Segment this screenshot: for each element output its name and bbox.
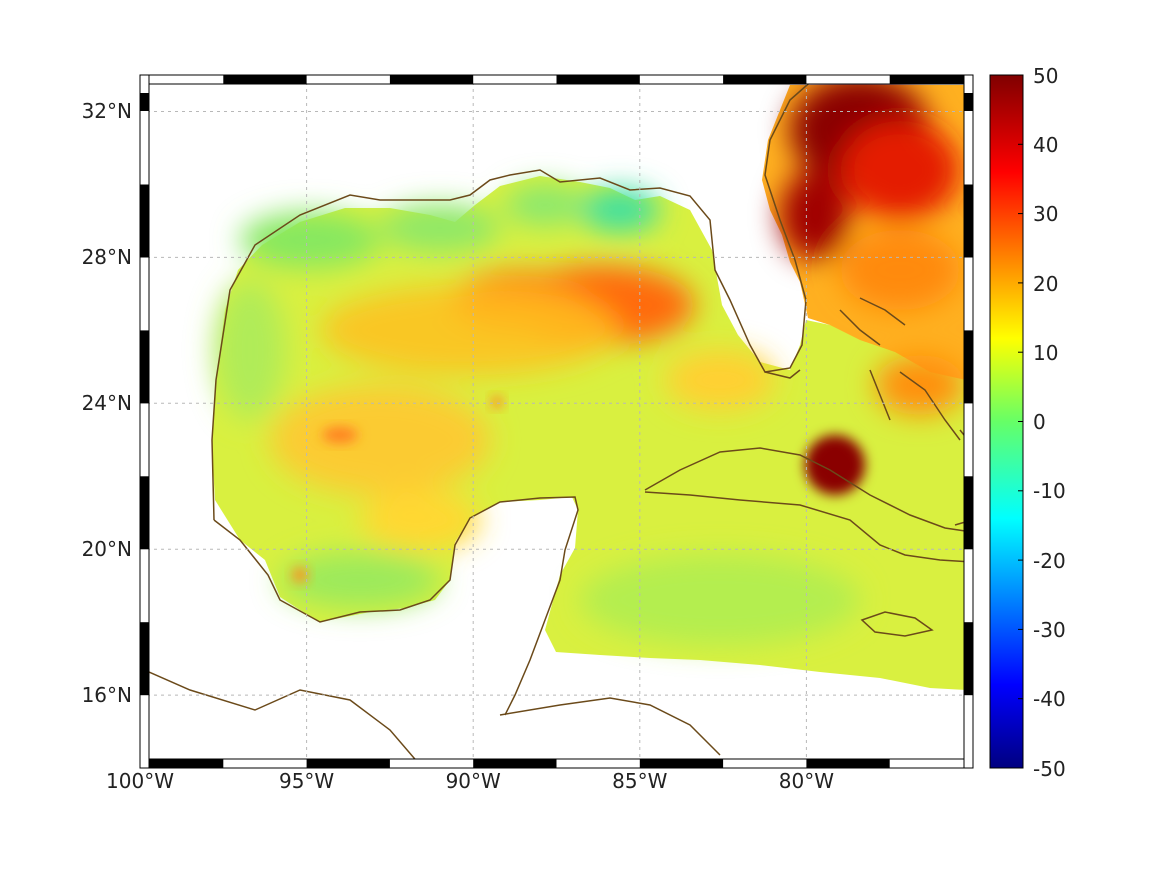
warm-area-east-gulf (665, 350, 775, 410)
caribbean-green-field (580, 555, 860, 645)
central-america-coast (140, 667, 421, 766)
colorbar-label-50: 50 (1033, 64, 1058, 88)
lon-tick-labels: 100°W 95°W 90°W 85°W 80°W (106, 769, 834, 793)
hot-spot-cuba-north (805, 435, 865, 495)
warm-band-central-gulf (320, 285, 620, 375)
frame-bottom-black-2 (306, 759, 390, 768)
cuba-coast (644, 447, 973, 563)
frame-top-black-5 (889, 75, 973, 84)
map-plot-area (140, 75, 973, 768)
colorbar-label-30: 30 (1033, 202, 1058, 226)
colorbar-label-20: 20 (1033, 272, 1058, 296)
warm-patch-central-gulf (491, 396, 503, 408)
colorbar-label-neg50: -50 (1033, 757, 1066, 781)
colorbar-label-neg40: -40 (1033, 687, 1066, 711)
frame-bottom-black-5 (806, 759, 890, 768)
map-frame (139, 74, 974, 769)
green-area-bay-campeche (280, 552, 440, 608)
lat-label-28n: 28°N (82, 245, 132, 269)
lat-label-32n: 32°N (82, 99, 132, 123)
cool-area-mississippi (505, 185, 585, 225)
colorbar: 50 40 30 20 10 0 -10 -20 -30 -40 -50 (989, 64, 1066, 781)
field-anomalies (215, 185, 860, 645)
lat-label-16n: 16°N (82, 683, 132, 707)
frame-bottom-black-1 (140, 759, 224, 768)
lon-label-100w: 100°W (106, 769, 174, 793)
frame-right-black-4 (964, 476, 973, 550)
frame-left-black-4 (140, 476, 149, 550)
frame-left-black-2 (140, 184, 149, 258)
florida-keys (764, 369, 801, 379)
frame-bottom-black-4 (639, 759, 724, 768)
warm-area-bahamas (875, 355, 965, 415)
cool-area-west-gulf (215, 280, 285, 420)
warm-area-atlantic-south (840, 230, 960, 310)
frame-top-black-1 (223, 75, 307, 84)
frame-right-black-1 (964, 93, 973, 111)
colorbar-ticks (1018, 74, 1023, 769)
lon-label-90w: 90°W (446, 769, 501, 793)
frame-left-black-1 (140, 93, 149, 111)
cool-area-northeast-gulf (580, 188, 660, 232)
colorbar-label-neg20: -20 (1033, 549, 1066, 573)
frame-bottom-black-3 (473, 759, 557, 768)
lat-tick-labels: 16°N 20°N 24°N 28°N 32°N (82, 99, 132, 707)
frame-top-black-3 (556, 75, 640, 84)
colorbar-label-0: 0 (1033, 410, 1046, 434)
hot-spot-florida-atlantic (780, 170, 850, 260)
frame-right-black-2 (964, 184, 973, 258)
frame-right-black-5 (964, 622, 973, 696)
lon-label-95w: 95°W (279, 769, 334, 793)
frame-outline (139, 74, 974, 769)
warm-area-western-gulf (270, 385, 490, 495)
bahamas-islands (839, 297, 961, 441)
grid-lines (140, 75, 973, 768)
colorbar-label-neg10: -10 (1033, 479, 1066, 503)
coastlines (140, 77, 973, 766)
frame-top-black-4 (723, 75, 807, 84)
colorbar-tick-labels: 50 40 30 20 10 0 -10 -20 -30 -40 -50 (1033, 64, 1066, 781)
cool-area-north-texas-coast (240, 212, 380, 268)
us-gulf-coast (211, 77, 816, 521)
lon-label-85w: 85°W (612, 769, 667, 793)
lon-label-80w: 80°W (779, 769, 834, 793)
colorbar-gradient (989, 74, 1024, 769)
jamaica-coast (860, 611, 934, 637)
frame-left-black-5 (140, 622, 149, 696)
cool-area-louisiana-shelf (380, 204, 500, 252)
honduras-coast (499, 697, 721, 756)
colorbar-label-40: 40 (1033, 133, 1058, 157)
frame-top-black-2 (389, 75, 474, 84)
warm-patch-bay-campeche (292, 567, 308, 583)
atlantic-anomalies (780, 75, 965, 415)
warm-patch-yucatan-north (360, 490, 480, 550)
lat-label-24n: 24°N (82, 391, 132, 415)
colorbar-label-10: 10 (1033, 341, 1058, 365)
warm-patch-western-gulf-a (322, 427, 358, 443)
frame-left-black-3 (140, 330, 149, 404)
mexico-coast (213, 496, 579, 716)
colorbar-label-neg30: -30 (1033, 618, 1066, 642)
frame-right-black-3 (964, 330, 973, 404)
hot-field-atlantic-north (840, 120, 960, 220)
lat-label-20n: 20°N (82, 537, 132, 561)
